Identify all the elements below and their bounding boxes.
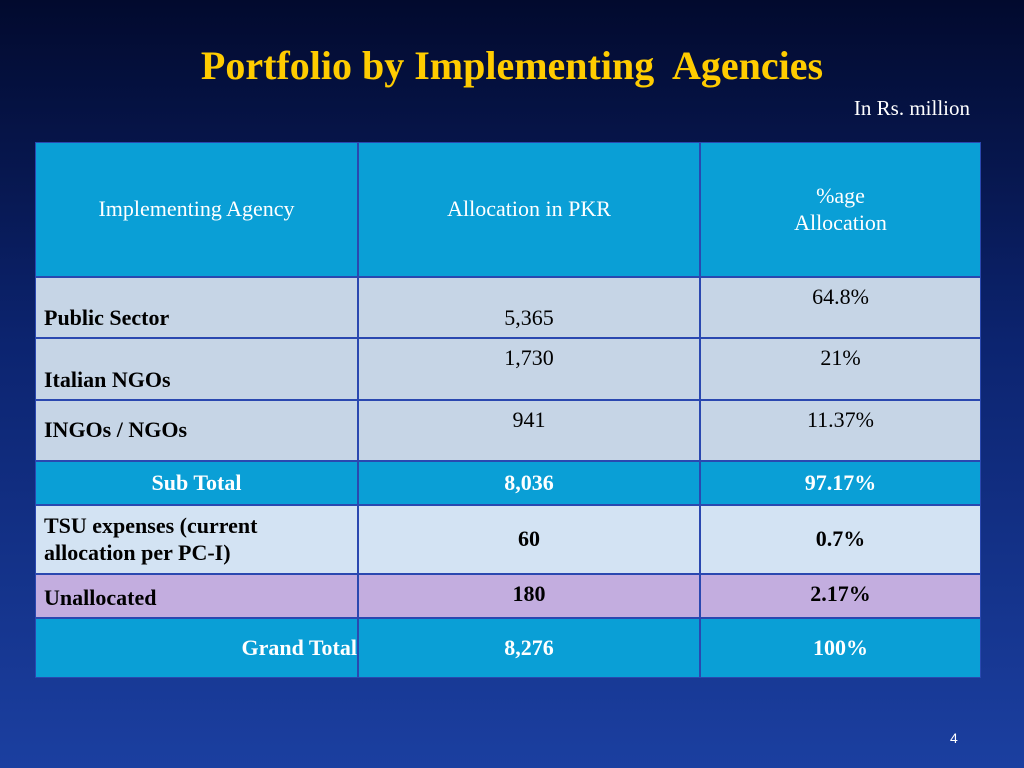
table-cell: 60 <box>358 505 700 574</box>
table-cell: 100% <box>700 618 981 678</box>
table-cell: Implementing Agency <box>35 142 358 277</box>
table-cell: INGOs / NGOs <box>35 400 358 461</box>
table-cell: Grand Total <box>35 618 358 678</box>
table-cell: Unallocated <box>35 574 358 618</box>
table-cell: 97.17% <box>700 461 981 505</box>
table-cell: 8,036 <box>358 461 700 505</box>
table-cell: 180 <box>358 574 700 618</box>
title: Portfolio by Implementing Agencies <box>200 43 824 88</box>
table-cell: 11.37% <box>700 400 981 461</box>
table-cell: TSU expenses (current allocation per PC-… <box>35 505 358 574</box>
column-header: Allocation <box>794 209 887 235</box>
table-cell: 21% <box>700 338 981 400</box>
column-header: Implementing Agency <box>98 196 295 222</box>
column-header: Allocation in PKR <box>447 196 611 222</box>
column-header: %age <box>816 183 865 209</box>
table-cell: 941 <box>358 400 700 461</box>
table-cell: Italian NGOs <box>35 338 358 400</box>
page-number: 4 <box>950 730 958 746</box>
subtitle: In Rs. million <box>853 96 970 120</box>
table-cell: Sub Total <box>35 461 358 505</box>
table-cell: 2.17% <box>700 574 981 618</box>
table-cell: 1,730 <box>358 338 700 400</box>
table-cell: Allocation in PKR <box>358 142 700 277</box>
table-cell: 5,365 <box>358 277 700 338</box>
table-cell: 8,276 <box>358 618 700 678</box>
table-cell: 0.7% <box>700 505 981 574</box>
table-cell: %age Allocation <box>700 142 981 277</box>
table-cell: Public Sector <box>35 277 358 338</box>
table-cell: 64.8% <box>700 277 981 338</box>
